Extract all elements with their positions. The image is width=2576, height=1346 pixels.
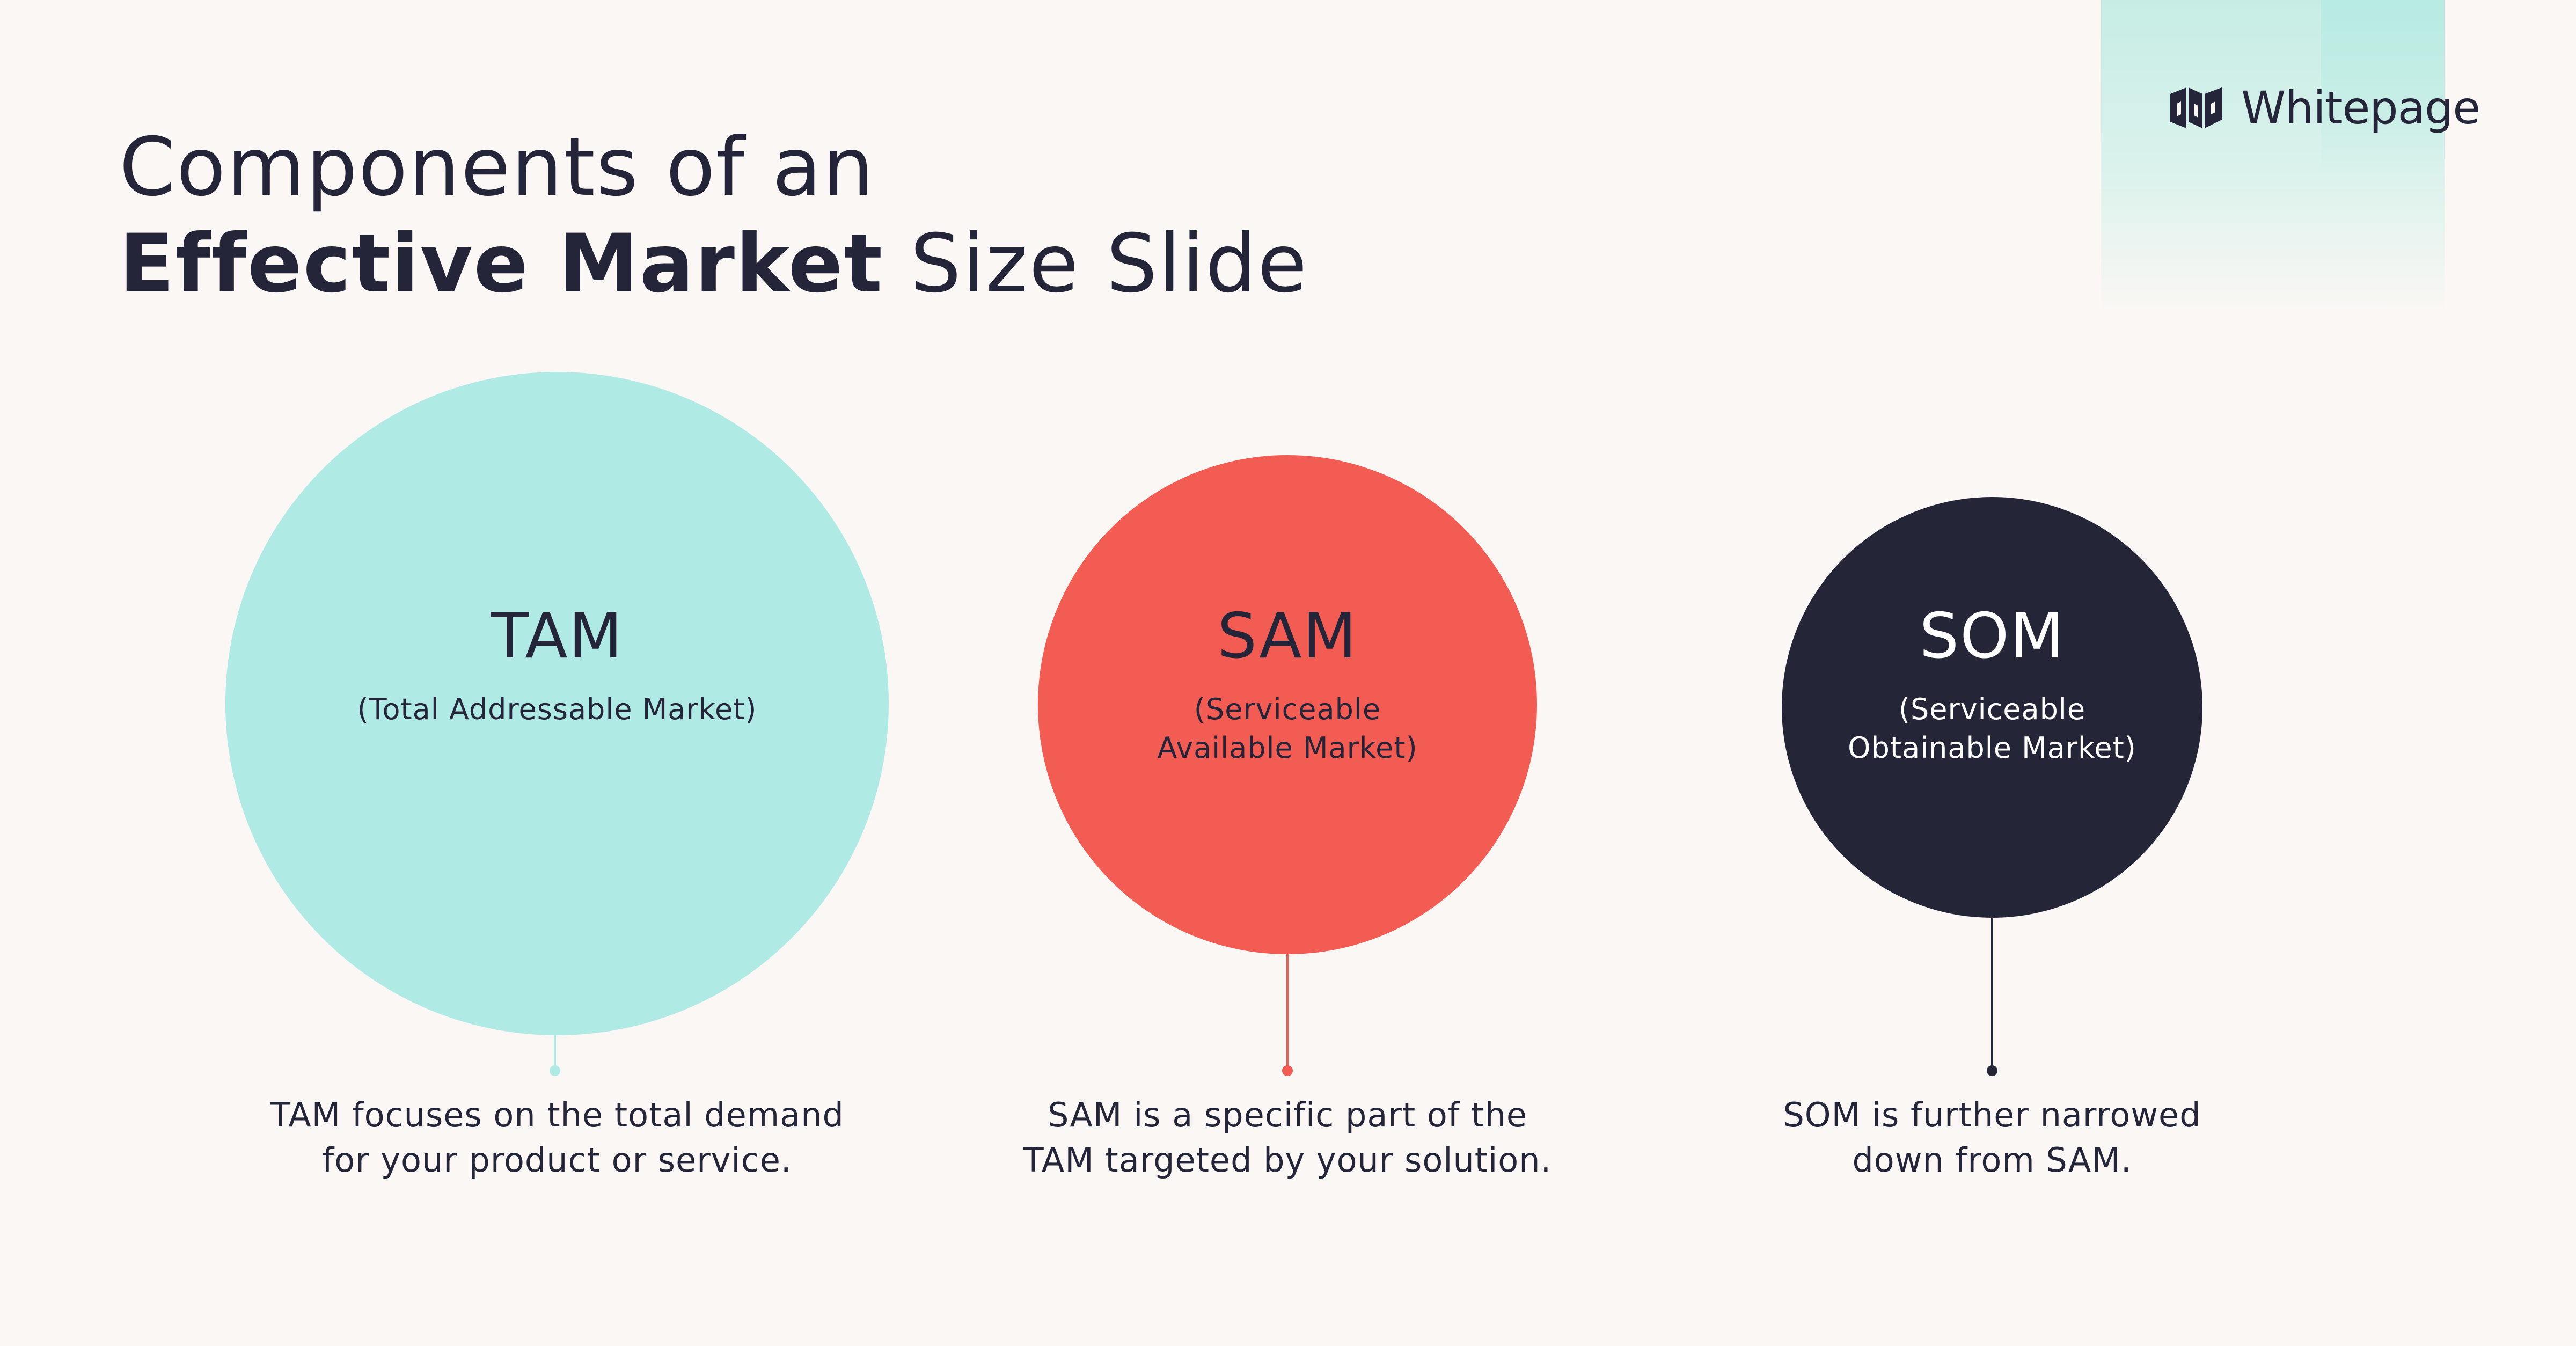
slide-title: Components of an Effective Market Size S… bbox=[119, 119, 1308, 312]
som-connector bbox=[1991, 912, 1993, 1068]
tam-connector bbox=[554, 1035, 556, 1067]
title-line-1: Components of an bbox=[119, 121, 875, 214]
title-bold-text: Effective Market bbox=[119, 217, 884, 311]
sam-description: SAM is a specific part of the TAM target… bbox=[1023, 1095, 1552, 1180]
tam-full-name: (Total Addressable Market) bbox=[357, 692, 757, 726]
brand-name: Whitepage bbox=[2241, 82, 2480, 134]
som-abbr: SOM bbox=[1919, 600, 2065, 672]
som-circle bbox=[1782, 497, 2202, 918]
brand-logo: Whitepage bbox=[2168, 82, 2480, 134]
sam-abbr: SAM bbox=[1217, 600, 1358, 672]
sam-connector bbox=[1286, 954, 1289, 1067]
logo-background bbox=[2101, 0, 2445, 311]
sam-full-name: (Serviceable Available Market) bbox=[1157, 692, 1418, 765]
whitepage-logo-icon bbox=[2170, 87, 2222, 128]
tam-circle bbox=[225, 372, 889, 1035]
tam-description: TAM focuses on the total demand for your… bbox=[270, 1095, 844, 1180]
sam-connector-dot bbox=[1282, 1065, 1293, 1076]
som-connector-dot bbox=[1987, 1065, 1997, 1076]
title-rest-text: Size Slide bbox=[910, 217, 1308, 311]
title-line-2: Effective Market Size Slide bbox=[119, 216, 1308, 312]
som-full-name: (Serviceable Obtainable Market) bbox=[1848, 692, 2136, 765]
som-description: SOM is further narrowed down from SAM. bbox=[1783, 1095, 2201, 1180]
sam-circle bbox=[1038, 455, 1537, 954]
tam-abbr: TAM bbox=[491, 600, 624, 672]
tam-connector-dot bbox=[550, 1065, 560, 1076]
